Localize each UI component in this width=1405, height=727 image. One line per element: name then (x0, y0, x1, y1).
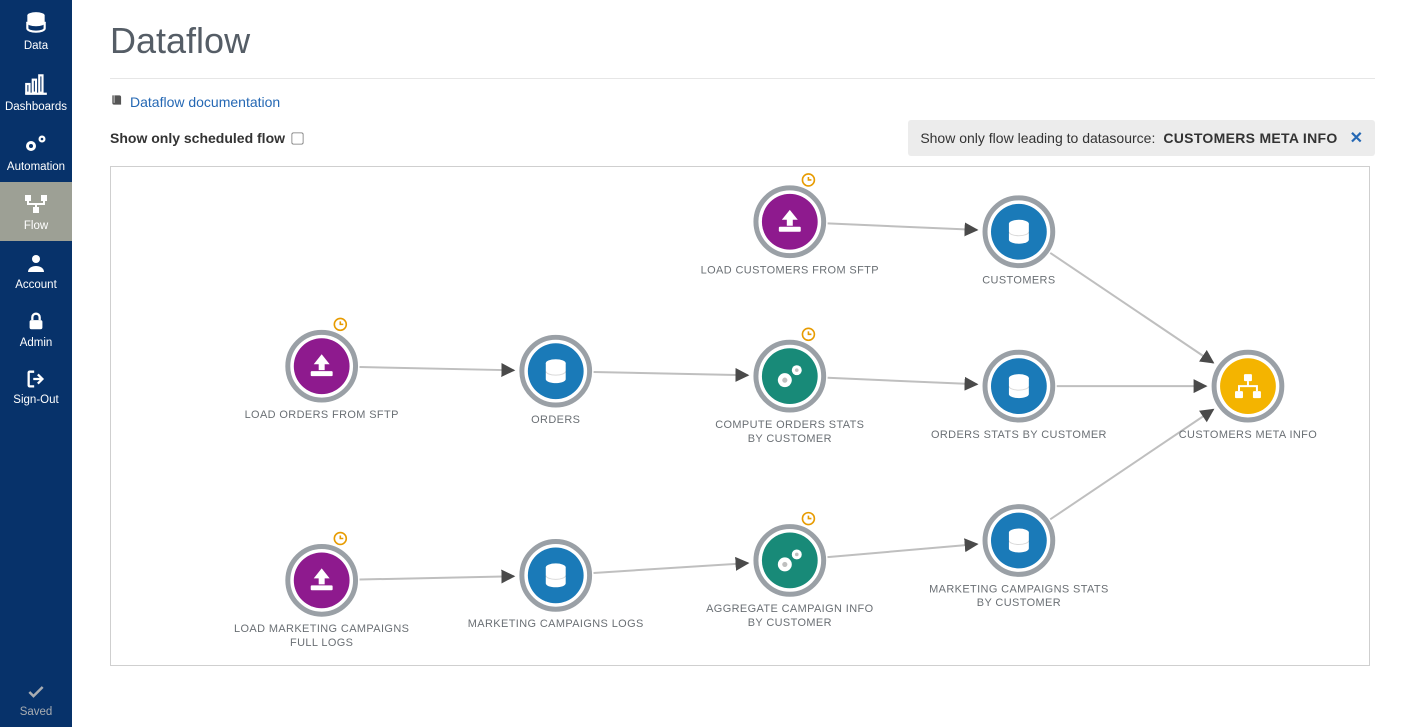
documentation-link[interactable]: Dataflow documentation (130, 94, 280, 110)
flow-node-label: CUSTOMERS META INFO (1179, 429, 1317, 441)
database-icon (23, 10, 49, 36)
clock-icon (334, 318, 346, 330)
flow-node-label: BY CUSTOMER (748, 617, 832, 629)
filter-prefix: Show only flow leading to datasource: (920, 130, 1155, 146)
flow-node-label: AGGREGATE CAMPAIGN INFO (706, 603, 873, 615)
flow-node[interactable]: MARKETING CAMPAIGNS LOGS (468, 541, 644, 630)
filter-pill: Show only flow leading to datasource: CU… (908, 120, 1375, 156)
flow-node[interactable]: CUSTOMERS (982, 198, 1055, 287)
sidebar-item-label: Flow (24, 220, 48, 233)
flow-node[interactable]: ORDERS (522, 337, 590, 426)
flow-edge (594, 563, 749, 573)
sidebar-item-label: Sign-Out (13, 394, 58, 407)
dataflow-canvas[interactable]: LOAD CUSTOMERS FROM SFTP CUSTOMERS LOAD OR… (110, 166, 1370, 666)
flow-node-label: BY CUSTOMER (748, 433, 832, 445)
flow-node-label: FULL LOGS (290, 637, 353, 649)
clock-icon (802, 328, 814, 340)
flow-edge (1050, 409, 1213, 519)
filter-target: CUSTOMERS META INFO (1163, 130, 1337, 146)
flow-node-label: LOAD CUSTOMERS FROM SFTP (701, 265, 879, 277)
flow-node-label: MARKETING CAMPAIGNS LOGS (468, 618, 644, 630)
clock-icon (802, 174, 814, 186)
bar-chart-icon (23, 71, 49, 97)
close-icon[interactable]: ✕ (1346, 128, 1363, 148)
flow-node[interactable]: LOAD ORDERS FROM SFTP (245, 318, 399, 421)
clock-icon (334, 533, 346, 545)
sidebar-item-flow[interactable]: Flow (0, 182, 72, 241)
flow-node[interactable]: AGGREGATE CAMPAIGN INFO BY CUSTOMER (706, 513, 873, 630)
sidebar-item-account[interactable]: Account (0, 241, 72, 300)
flow-node-label: ORDERS (531, 414, 580, 426)
sidebar-item-automation[interactable]: Automation (0, 121, 72, 182)
sidebar-item-label: Data (24, 40, 48, 53)
user-icon (24, 251, 48, 275)
flow-edge (828, 544, 978, 557)
flow-node[interactable]: ORDERS STATS BY CUSTOMER (931, 352, 1107, 441)
flow-edge (360, 576, 514, 579)
sidebar-item-label: Account (15, 279, 57, 292)
clock-icon (802, 513, 814, 525)
flow-node-label: MARKETING CAMPAIGNS STATS (929, 583, 1109, 595)
documentation-row: Dataflow documentation (110, 93, 1375, 110)
sidebar-item-saved: Saved (0, 672, 72, 727)
flow-node-label: LOAD ORDERS FROM SFTP (245, 409, 399, 421)
signout-icon (24, 368, 48, 390)
check-icon (24, 682, 48, 702)
sidebar-item-label: Automation (7, 161, 65, 174)
sidebar: Data Dashboards Automation Flow Account … (0, 0, 72, 727)
flow-node[interactable]: COMPUTE ORDERS STATS BY CUSTOMER (715, 328, 864, 445)
page-title: Dataflow (110, 20, 1375, 62)
lock-icon (25, 309, 47, 333)
database-icon (546, 359, 566, 383)
flow-node[interactable]: CUSTOMERS META INFO (1179, 352, 1317, 441)
sidebar-item-admin[interactable]: Admin (0, 299, 72, 358)
divider (110, 78, 1375, 79)
flow-icon (22, 192, 50, 216)
flow-node-label: COMPUTE ORDERS STATS (715, 419, 864, 431)
flow-edge (828, 223, 977, 229)
gears-icon (22, 131, 50, 157)
show-scheduled-checkbox[interactable] (291, 132, 303, 144)
sidebar-item-label: Dashboards (5, 101, 67, 114)
flow-node-label: LOAD MARKETING CAMPAIGNS (234, 623, 409, 635)
flow-edge (594, 372, 748, 375)
main-content: Dataflow Dataflow documentation Show onl… (72, 0, 1405, 727)
toolbar-row: Show only scheduled flow Show only flow … (110, 120, 1375, 156)
database-icon (1009, 220, 1029, 244)
sidebar-item-data[interactable]: Data (0, 0, 72, 61)
sidebar-item-signout[interactable]: Sign-Out (0, 358, 72, 415)
database-icon (1009, 529, 1029, 553)
flow-edge (360, 367, 514, 370)
database-icon (546, 563, 566, 587)
flow-node-label: ORDERS STATS BY CUSTOMER (931, 429, 1107, 441)
show-scheduled-label: Show only scheduled flow (110, 130, 285, 146)
flow-node[interactable]: LOAD MARKETING CAMPAIGNS FULL LOGS (234, 533, 409, 650)
flow-edge (1050, 253, 1213, 363)
book-icon (110, 93, 124, 110)
sidebar-item-label: Saved (20, 706, 53, 719)
show-scheduled-toggle[interactable]: Show only scheduled flow (110, 130, 304, 146)
flow-node-label: CUSTOMERS (982, 275, 1055, 287)
sidebar-item-dashboards[interactable]: Dashboards (0, 61, 72, 122)
sidebar-item-label: Admin (20, 337, 53, 350)
flow-node[interactable]: MARKETING CAMPAIGNS STATS BY CUSTOMER (929, 507, 1109, 610)
flow-node-label: BY CUSTOMER (977, 597, 1061, 609)
database-icon (1009, 374, 1029, 398)
flow-edge (828, 378, 977, 384)
